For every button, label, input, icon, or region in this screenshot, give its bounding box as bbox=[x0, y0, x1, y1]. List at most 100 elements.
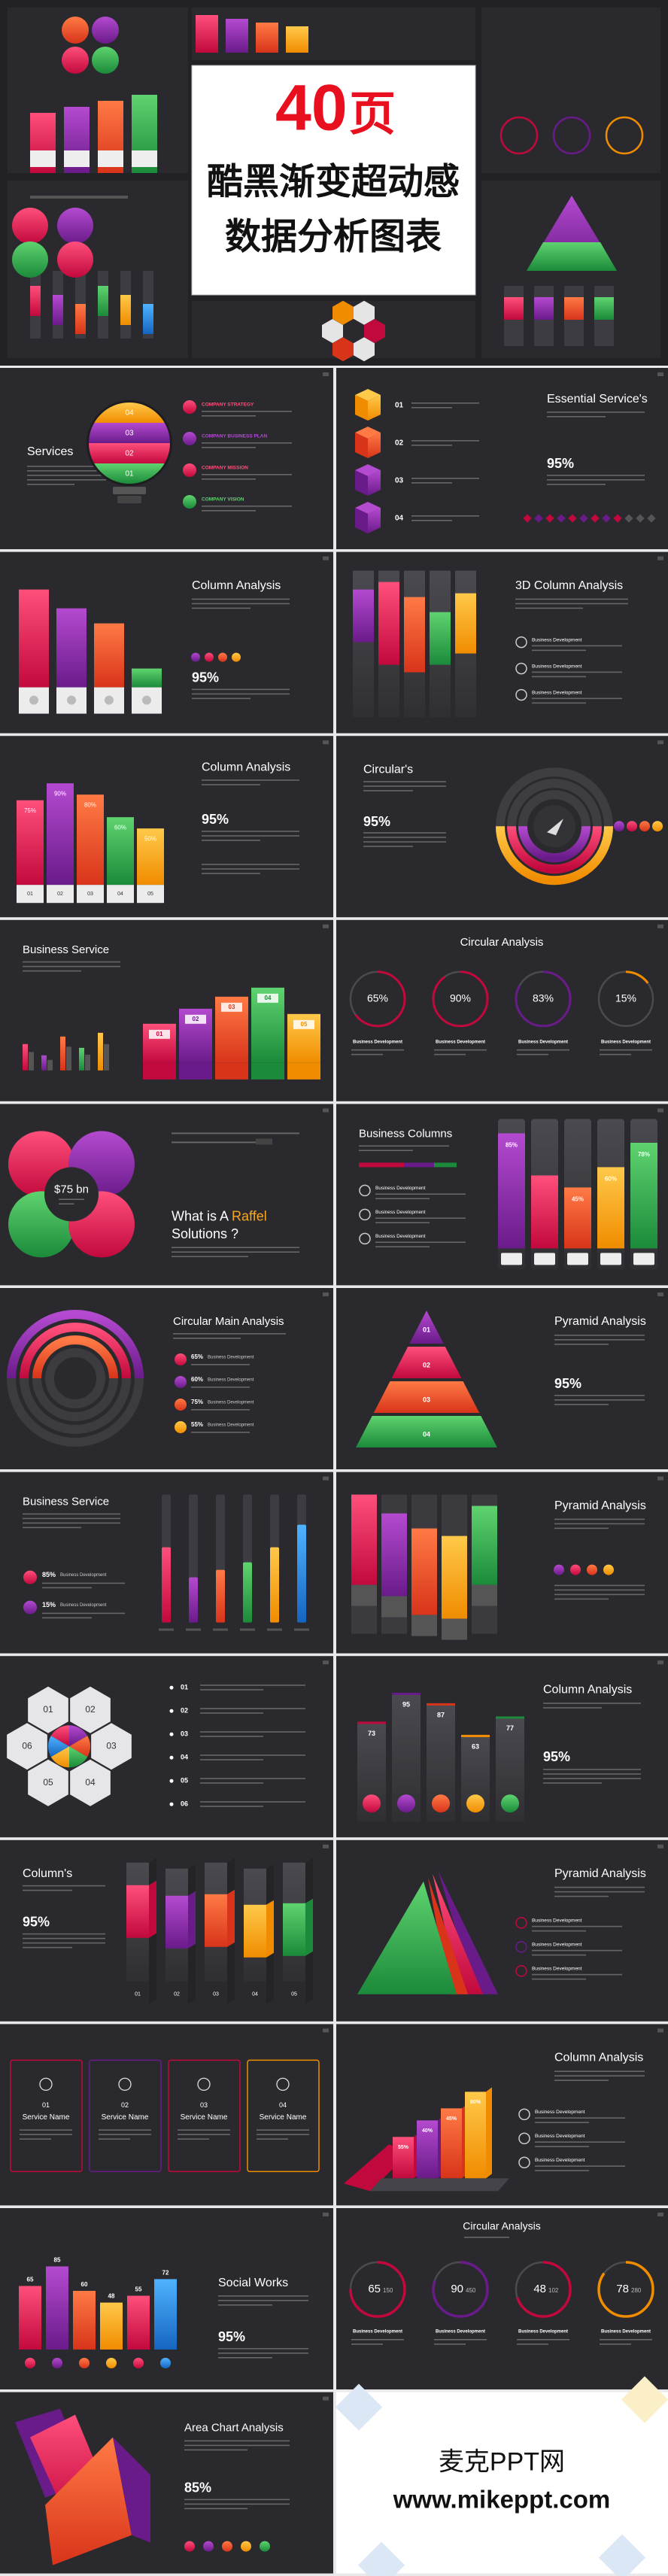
text-line bbox=[554, 1339, 645, 1341]
thumbnail-bar bbox=[226, 19, 248, 53]
pyramid-band bbox=[373, 1381, 480, 1413]
text-line bbox=[547, 475, 645, 476]
slide-marker bbox=[323, 556, 329, 560]
list-number: 02 bbox=[181, 1707, 188, 1715]
text-line bbox=[159, 1628, 174, 1631]
bullet bbox=[169, 1732, 174, 1736]
column bbox=[132, 668, 162, 688]
icon bbox=[515, 1917, 527, 1929]
slide-marker bbox=[323, 1660, 329, 1665]
text-line bbox=[184, 2444, 290, 2447]
step-column bbox=[441, 2108, 462, 2179]
slide: Services 04 03 02 01 COMPANY STRATEGY COMPANY … bbox=[0, 368, 333, 549]
column-label: 60% bbox=[605, 1176, 617, 1183]
item-label: Business Development bbox=[601, 1040, 651, 1044]
icon bbox=[175, 1421, 187, 1433]
cube-side bbox=[368, 433, 381, 458]
slide: 3D Column Analysis Business Development Bu… bbox=[336, 551, 668, 734]
icon bbox=[276, 2077, 290, 2091]
column-number: 03 bbox=[213, 1992, 219, 1997]
text-line bbox=[202, 864, 299, 865]
slide-title: Essential Service's bbox=[547, 393, 648, 406]
text-line bbox=[192, 603, 290, 605]
brand: 麦克PPT网 bbox=[439, 2448, 565, 2477]
thumbnail-ring bbox=[605, 116, 644, 155]
small-bar bbox=[79, 1047, 84, 1071]
text-line bbox=[202, 447, 256, 448]
text-line bbox=[20, 2138, 51, 2140]
column-segment bbox=[165, 1895, 188, 1949]
slide: Area Chart Analysis 85% bbox=[0, 2392, 333, 2574]
ring-value: 48 bbox=[533, 2283, 546, 2295]
text-line bbox=[554, 1895, 609, 1897]
column bbox=[411, 1528, 437, 1615]
step-number: 03 bbox=[229, 1004, 235, 1010]
slide-marker bbox=[323, 2396, 329, 2401]
icon bbox=[515, 662, 527, 675]
text-line bbox=[23, 1937, 105, 1940]
thumbnail-bar bbox=[143, 304, 153, 334]
slide: Business Service 01 02 03 04 05 bbox=[0, 919, 333, 1101]
column-cap bbox=[357, 1721, 386, 1724]
text-line bbox=[517, 2339, 569, 2341]
stat: 95% bbox=[554, 1376, 581, 1391]
column-base bbox=[501, 1253, 522, 1265]
text-line bbox=[532, 697, 622, 700]
slide-title: Area Chart Analysis bbox=[184, 2422, 284, 2435]
item-label: Business Development bbox=[518, 1040, 568, 1044]
item-label: Business Development bbox=[375, 1210, 426, 1215]
small-bar bbox=[98, 1032, 103, 1071]
text-line bbox=[99, 2134, 151, 2135]
slide-title: Column Analysis bbox=[554, 2052, 643, 2064]
column-label: 63 bbox=[472, 1742, 479, 1750]
hexagon-number: 05 bbox=[43, 1777, 53, 1788]
text-line bbox=[192, 598, 290, 600]
column-side bbox=[227, 1889, 235, 1947]
slide-title: Social Works bbox=[218, 2277, 288, 2289]
slide-marker bbox=[323, 2213, 329, 2216]
slide: 75% 01 90% 02 80% 03 60% 04 50% 05 Column Analysis… bbox=[0, 736, 333, 918]
thumbnail-shape bbox=[92, 47, 119, 74]
text-line bbox=[554, 1335, 645, 1336]
step-base bbox=[287, 1062, 320, 1080]
text-line bbox=[532, 1973, 622, 1976]
icon bbox=[614, 821, 624, 832]
column-part bbox=[442, 1618, 467, 1640]
slide: Business Service 85% Business Development 1… bbox=[0, 1472, 333, 1654]
slide: $75 bn What is A Raffel Solutions ? bbox=[0, 1104, 333, 1286]
icon bbox=[29, 695, 38, 705]
slide-title: What is A Raffel bbox=[172, 1208, 267, 1223]
text-line bbox=[27, 475, 106, 476]
pyramid-number: 04 bbox=[423, 1430, 430, 1438]
text-line bbox=[554, 1598, 609, 1600]
column-base bbox=[633, 1253, 654, 1265]
text-line bbox=[411, 520, 452, 521]
area-shape bbox=[113, 2437, 150, 2543]
text-line bbox=[411, 515, 479, 517]
thumbnail-bar bbox=[256, 23, 278, 53]
text-line bbox=[218, 2348, 308, 2350]
hexagon bbox=[70, 1686, 111, 1733]
ring-arc bbox=[349, 2261, 406, 2318]
text-line bbox=[600, 2344, 631, 2345]
column bbox=[297, 1524, 306, 1623]
ring-label: 90% bbox=[450, 992, 471, 1004]
cube-side bbox=[355, 395, 368, 421]
cube-side bbox=[368, 395, 381, 421]
column bbox=[498, 1133, 525, 1249]
slide-marker bbox=[323, 372, 329, 376]
icon bbox=[570, 1564, 581, 1575]
cube-side bbox=[355, 508, 368, 533]
stat: 95% bbox=[202, 812, 229, 827]
text-line bbox=[554, 1584, 645, 1587]
icon bbox=[183, 400, 196, 414]
text-line bbox=[600, 1053, 631, 1056]
text-line bbox=[218, 2357, 272, 2359]
column-label: 80% bbox=[84, 801, 96, 808]
slider bbox=[172, 1141, 262, 1144]
number-box bbox=[221, 1002, 242, 1012]
text-line bbox=[411, 478, 479, 479]
text-line bbox=[184, 2508, 247, 2510]
bullet bbox=[169, 1685, 174, 1690]
icon bbox=[515, 688, 527, 701]
